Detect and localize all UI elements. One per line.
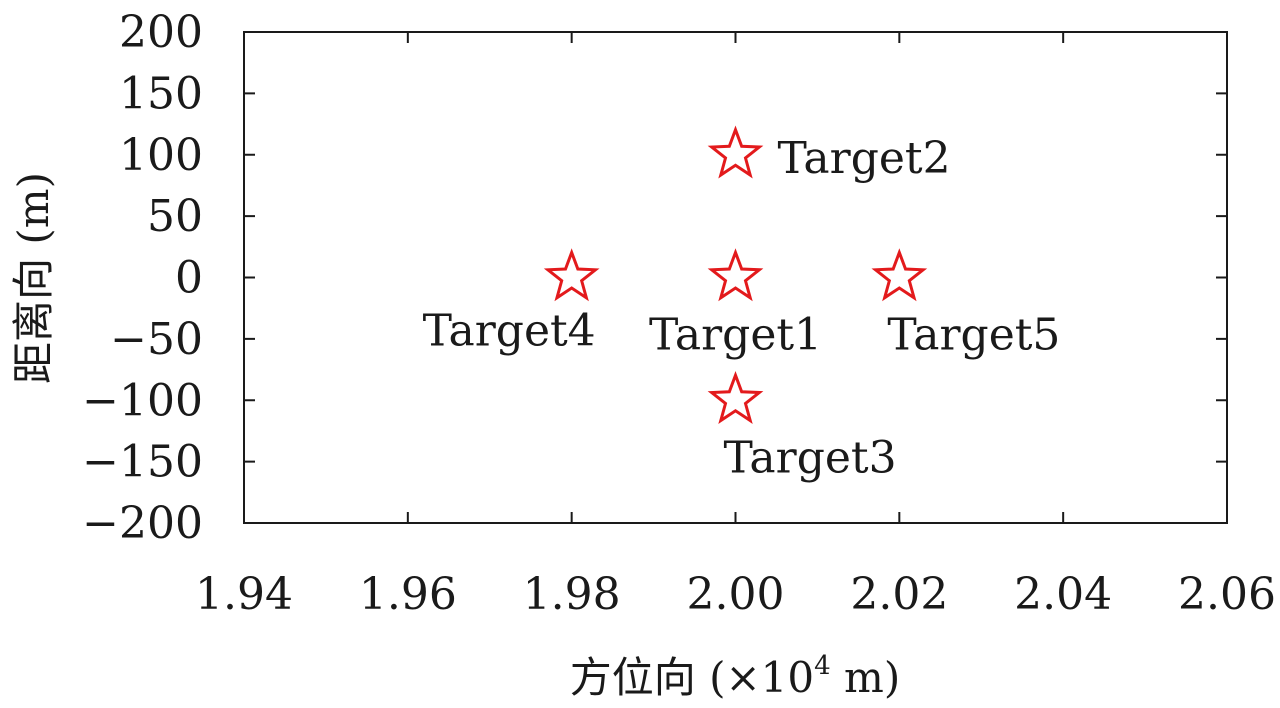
y-tick-label: −100: [82, 375, 203, 426]
target-label-target4: Target4: [423, 306, 596, 357]
y-tick-label: −150: [82, 437, 203, 488]
target-label-target5: Target5: [887, 310, 1060, 361]
y-tick-label: 100: [119, 130, 203, 181]
x-tick-label: 1.96: [359, 569, 457, 620]
target-marker-target1: [707, 248, 764, 302]
y-tick-label: 150: [119, 68, 203, 119]
x-tick-label: 2.06: [1178, 569, 1276, 620]
ticks-layer: 1.94 1.96 1.98 2.00 2.02 2.04 2.06 200 150 100 50 0…: [82, 7, 1276, 620]
x-tick-label: 2.00: [687, 569, 785, 620]
target-marker-target4: [543, 248, 600, 302]
target-label-target2: Target2: [778, 133, 951, 184]
x-axis-title: 方位向 (×104 m): [570, 651, 900, 702]
x-axis-title-end: m): [831, 653, 901, 702]
target-marker-target5: [871, 248, 928, 302]
x-tick-label: 2.04: [1014, 569, 1112, 620]
x-tick-label: 2.02: [850, 569, 948, 620]
y-axis-title: 距离向 (m): [9, 172, 58, 384]
x-tick-label: 1.98: [523, 569, 621, 620]
target-label-target1: Target1: [649, 310, 822, 361]
points-layer: Target1 Target2 Target3 Target4 Target5: [423, 125, 1060, 483]
target-marker-target2: [707, 125, 764, 179]
y-tick-label: 200: [119, 7, 203, 58]
plot-frame: [243, 31, 1228, 524]
y-tick-label: −50: [110, 314, 203, 365]
x-tick-label: 1.94: [195, 569, 293, 620]
y-tick-label: −200: [82, 498, 203, 549]
x-axis-title-main: 方位向 (×10: [570, 653, 814, 702]
y-tick-label: 50: [147, 191, 203, 242]
x-axis-title-sup: 4: [814, 651, 831, 681]
target-label-target3: Target3: [724, 432, 897, 483]
target-marker-target3: [707, 370, 764, 424]
y-tick-label: 0: [175, 253, 203, 304]
